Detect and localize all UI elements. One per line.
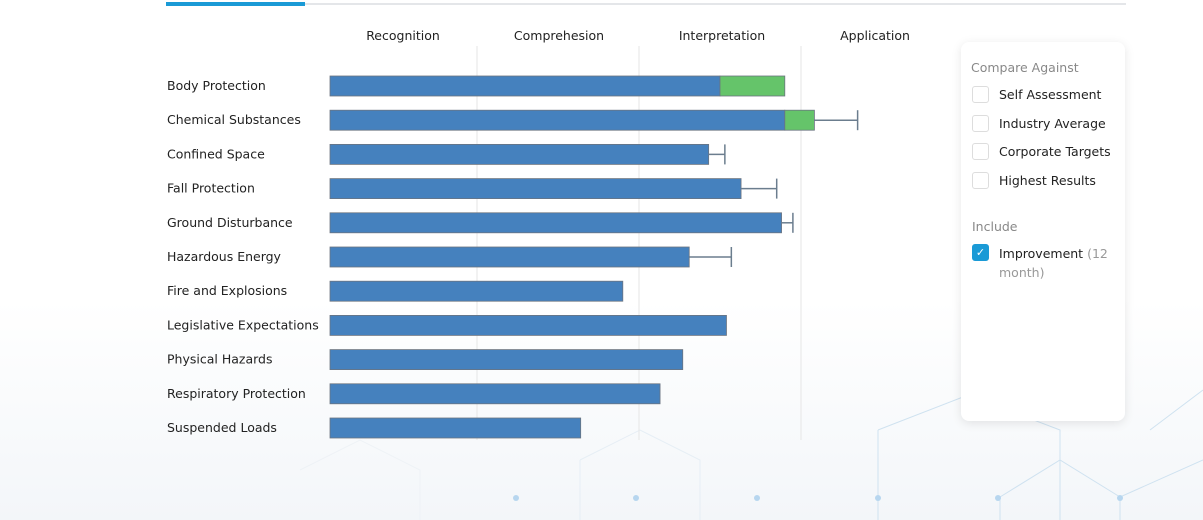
- category-label: Hazardous Energy: [167, 249, 282, 264]
- score-bar: [329, 349, 684, 371]
- score-bar: [329, 314, 727, 336]
- category-label: Fire and Explosions: [167, 283, 287, 298]
- score-bar: [329, 383, 661, 405]
- score-bar: [329, 280, 624, 302]
- compare-panel: Compare Against Self Assessment Industry …: [961, 42, 1125, 421]
- category-label: Physical Hazards: [167, 352, 272, 367]
- improvement-bar: [719, 75, 786, 97]
- active-tab-indicator[interactable]: [166, 2, 305, 6]
- score-bar: [329, 246, 690, 268]
- category-label: Fall Protection: [167, 181, 255, 196]
- compare-option-label: Industry Average: [999, 115, 1106, 131]
- category-label: Legislative Expectations: [167, 317, 319, 332]
- tab-bar-track: [166, 3, 1126, 5]
- x-level-label: Application: [840, 28, 910, 43]
- score-bar: [329, 178, 742, 200]
- compare-option[interactable]: Corporate Targets: [972, 143, 1111, 160]
- category-label: Chemical Substances: [167, 112, 301, 127]
- improvement-bar: [784, 109, 815, 131]
- x-level-label: Comprehesion: [514, 28, 604, 43]
- x-level-label: Recognition: [366, 28, 440, 43]
- category-label: Confined Space: [167, 146, 265, 161]
- category-label: Ground Disturbance: [167, 215, 293, 230]
- checkbox[interactable]: [972, 86, 989, 103]
- improvement-label: Improvement: [999, 246, 1084, 261]
- improvement-period-unit: month): [999, 265, 1045, 280]
- category-label: Respiratory Protection: [167, 386, 306, 401]
- improvement-period: (12: [1087, 246, 1108, 261]
- checkbox[interactable]: [972, 171, 989, 189]
- score-bar: [329, 143, 710, 165]
- compare-against-title: Compare Against: [971, 60, 1079, 75]
- checkbox[interactable]: [972, 143, 989, 160]
- score-bar: [329, 109, 786, 131]
- improvement-checkbox[interactable]: ✓ Improvement (12 month): [972, 244, 1119, 282]
- compare-option[interactable]: Industry Average: [972, 114, 1106, 132]
- compare-option[interactable]: Highest Results: [972, 171, 1096, 189]
- knowledge-level-bar-chart: Recognition Comprehesion Interpretation App…: [167, 28, 910, 440]
- compare-option-label: Highest Results: [999, 172, 1096, 188]
- checkbox[interactable]: [972, 114, 989, 132]
- compare-option-label: Self Assessment: [999, 87, 1102, 102]
- compare-option-label: Corporate Targets: [999, 144, 1111, 159]
- compare-option[interactable]: Self Assessment: [972, 86, 1101, 103]
- category-label: Suspended Loads: [167, 420, 277, 435]
- x-level-label: Interpretation: [679, 28, 765, 43]
- score-bar: [329, 417, 582, 439]
- score-bar: [329, 212, 782, 234]
- include-title: Include: [972, 219, 1018, 234]
- check-icon[interactable]: ✓: [972, 244, 989, 261]
- category-label: Body Protection: [167, 78, 266, 93]
- score-bar: [329, 75, 721, 97]
